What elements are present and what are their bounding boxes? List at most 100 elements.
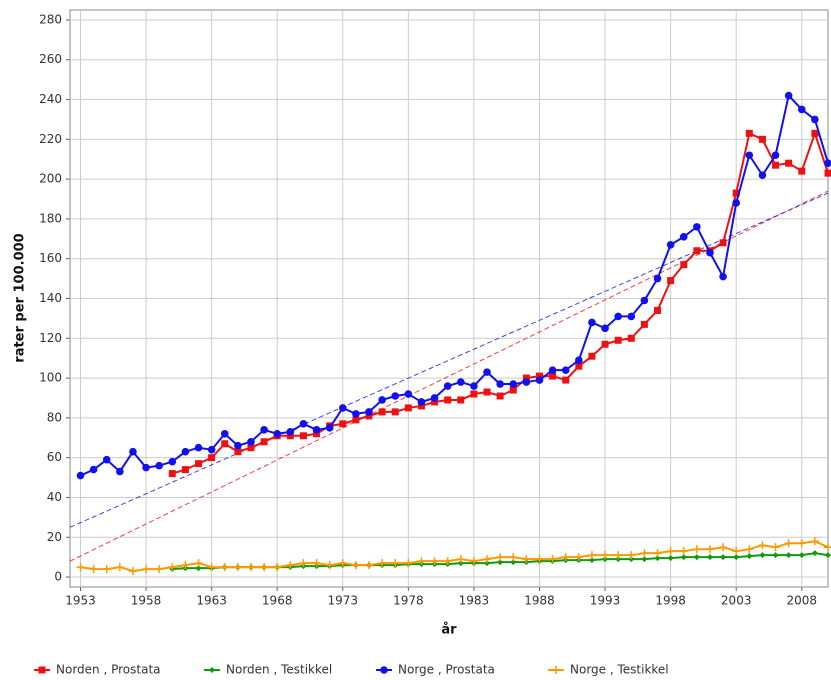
marker <box>76 471 85 480</box>
y-tick-label: 180 <box>39 211 62 225</box>
marker <box>654 555 661 562</box>
marker <box>587 551 596 560</box>
marker <box>746 553 753 560</box>
marker <box>404 404 412 412</box>
marker <box>732 547 741 556</box>
trend-line <box>69 192 829 528</box>
x-tick-label: 1983 <box>459 594 490 608</box>
marker <box>561 366 570 374</box>
marker <box>220 429 229 438</box>
marker <box>181 447 190 456</box>
marker <box>719 272 727 281</box>
marker <box>431 398 439 406</box>
marker <box>824 169 831 177</box>
y-tick-label: 220 <box>39 132 62 146</box>
marker <box>588 557 595 564</box>
marker <box>745 129 753 137</box>
marker <box>824 159 831 168</box>
marker <box>693 223 701 231</box>
marker <box>522 378 531 386</box>
x-tick-label: 1998 <box>655 594 686 608</box>
x-tick-label: 1968 <box>262 594 293 608</box>
marker <box>129 447 137 456</box>
marker <box>732 189 740 197</box>
marker <box>338 404 347 412</box>
marker <box>810 537 819 546</box>
marker <box>155 565 164 574</box>
marker <box>732 199 741 207</box>
x-tick-label: 1993 <box>590 594 621 608</box>
marker <box>470 382 478 390</box>
marker <box>654 306 662 314</box>
marker <box>483 388 491 396</box>
legend-label: Norden , Prostata <box>56 663 161 677</box>
y-tick-label: 80 <box>47 410 62 424</box>
marker <box>142 463 150 472</box>
x-tick-label: 1988 <box>524 594 555 608</box>
marker <box>693 247 701 255</box>
marker <box>417 557 426 566</box>
marker <box>679 233 688 241</box>
y-tick-label: 120 <box>39 331 62 345</box>
marker <box>496 553 505 562</box>
marker <box>797 539 806 548</box>
marker <box>562 376 570 384</box>
legend-label: Norge , Prostata <box>398 663 495 677</box>
y-tick-label: 0 <box>54 570 62 584</box>
marker <box>627 551 636 560</box>
marker <box>430 557 439 566</box>
marker <box>195 565 202 572</box>
marker <box>273 429 282 438</box>
marker <box>207 445 216 454</box>
marker <box>76 563 85 572</box>
marker <box>38 666 46 674</box>
marker <box>693 554 700 561</box>
marker <box>483 555 492 564</box>
marker <box>811 129 819 137</box>
marker <box>733 554 740 561</box>
y-axis-label: rater per 100.000 <box>13 233 28 362</box>
marker <box>378 408 386 416</box>
marker <box>456 555 465 564</box>
marker <box>601 551 610 560</box>
y-tick-label: 240 <box>39 92 62 106</box>
marker <box>640 320 648 328</box>
marker <box>299 432 307 440</box>
marker <box>653 274 662 283</box>
marker <box>220 563 229 572</box>
y-tick-label: 200 <box>39 172 62 186</box>
x-tick-label: 2003 <box>721 594 752 608</box>
marker <box>246 563 255 572</box>
marker <box>417 402 425 410</box>
marker <box>614 312 622 321</box>
marker <box>641 556 648 563</box>
marker <box>325 561 334 570</box>
marker <box>378 396 386 404</box>
marker <box>430 394 439 402</box>
marker <box>574 553 583 562</box>
marker <box>339 420 347 428</box>
marker <box>601 340 609 348</box>
marker <box>772 161 780 169</box>
marker <box>352 410 360 418</box>
marker <box>497 559 504 566</box>
x-tick-label: 1973 <box>328 594 359 608</box>
marker <box>443 382 452 390</box>
marker <box>614 336 622 344</box>
legend-label: Norge , Testikkel <box>570 663 669 677</box>
marker <box>128 567 137 576</box>
marker <box>745 151 754 160</box>
marker <box>391 559 400 568</box>
marker <box>351 561 360 570</box>
marker <box>221 440 229 448</box>
marker <box>666 547 675 556</box>
marker <box>444 396 452 404</box>
marker <box>325 424 334 432</box>
marker <box>811 115 819 124</box>
marker <box>352 416 360 424</box>
marker <box>771 151 780 160</box>
marker <box>208 454 216 462</box>
marker <box>797 105 806 114</box>
marker <box>706 248 714 257</box>
